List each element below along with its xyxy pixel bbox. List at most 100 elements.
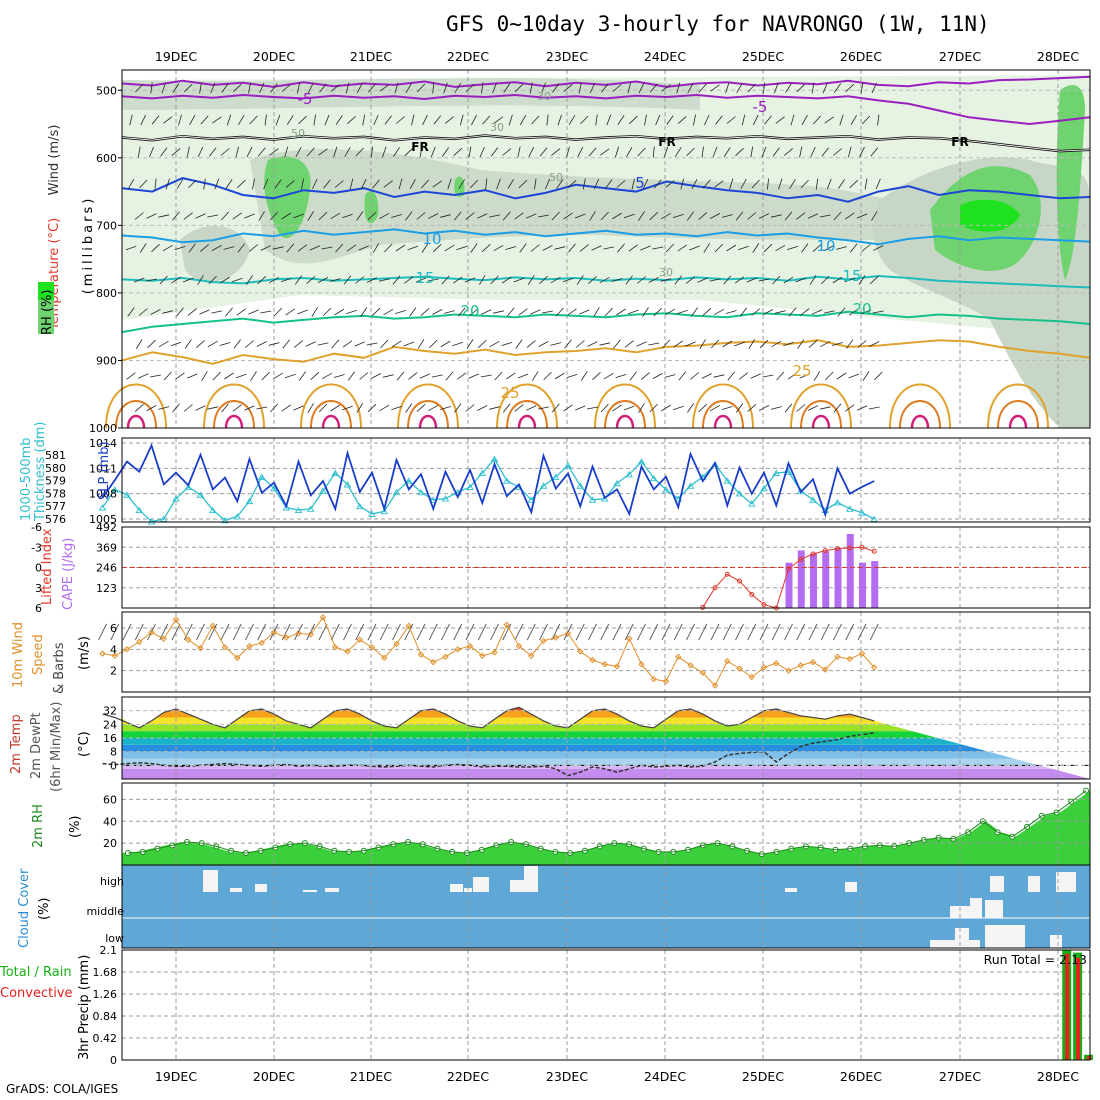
wind-tick-label: 6 [110,622,117,635]
wind-barb [158,214,170,218]
wind-barb [764,115,772,125]
cape-legend: CAPE (J/kg) [61,538,76,610]
wind-marker [148,629,155,636]
wind-barb [703,243,711,253]
thickness-marker [809,496,817,503]
wind-marker [613,663,621,670]
thickness-marker [478,469,487,476]
precip-tick-label: 0.42 [93,1032,118,1045]
contour-label: 15 [415,269,434,287]
wind-barb [269,211,279,221]
wind-barb [562,277,574,283]
wind-barb [628,244,638,252]
wind-barb [624,340,634,348]
wind-barb [833,403,842,413]
wind-barb [419,146,423,158]
wind-barb [317,342,329,346]
wind-marker [662,678,670,685]
thickness-marker [527,496,536,503]
wind-barb [281,212,292,220]
wind-barb [440,340,451,348]
wind-barb [623,405,635,411]
temp-legend: (°C) [77,731,92,757]
wind-marker [466,642,474,650]
wind-barb [372,179,380,189]
wind-barb [502,148,512,156]
wind-barb [317,277,329,283]
wind-10m-barb [171,623,181,641]
wind-10m-barb [735,623,744,641]
wind-barb [286,115,294,125]
wind-barb [307,403,314,413]
wind-barb [405,403,413,413]
wind-marker [871,664,878,671]
date-label-top: 25DEC [742,49,784,64]
wind-barb [534,178,537,190]
wind-barb [848,373,860,379]
cloud-label: Cloud Cover [17,868,32,948]
wind-barb [444,244,455,252]
contour-label: 30 [659,266,673,279]
wind-barb [354,341,365,347]
wind-barb [825,371,834,381]
wind-barb [146,278,157,282]
temp-legend: 2m Temp [9,714,24,774]
wind-barb [747,83,756,93]
slp-tick-label: 1008 [89,488,117,501]
wind-barb [542,245,553,251]
wind-barb [790,114,795,126]
wind-barb [479,146,485,158]
wind-barb [441,147,450,157]
rh-legend: 2m RH [31,804,46,848]
wind-barb [257,147,266,157]
wind-barb [874,371,883,381]
wind-barb [236,179,246,189]
wind-barb [819,406,831,410]
wind-barb [698,403,708,413]
wind-barb [195,213,206,219]
wind-barb [360,178,367,190]
wind-barb [210,82,216,94]
wind-barb [697,277,708,283]
wind-barb [515,339,523,349]
slp-label: SLP (mb) [97,441,112,500]
wind-barb [762,82,766,94]
wind-barb [568,243,576,253]
wind-barb [281,84,291,92]
wind-barb [514,83,524,93]
wind-barb [832,276,843,284]
wind-barb [665,308,675,316]
precip-legend: 3hr Precip (mm) [77,955,92,1060]
wind-barb [161,82,166,94]
wind-barb [358,245,369,251]
isotherm-30-loop [105,383,167,429]
cloud-fragment [985,925,1025,948]
isotherm-35-loop [702,400,744,429]
wind-barb [443,82,448,94]
wind-10m-barb [404,623,414,641]
isotherm-25 [121,339,1091,365]
wind-barb [809,275,817,285]
wind-barb [652,246,664,250]
cloud-fragment [1028,876,1040,892]
isotherm-40-loop [615,414,635,429]
precip-tick-label: 0.84 [93,1010,118,1023]
wind-barb [734,276,745,284]
wind-barb [212,371,221,381]
wind-barb [735,147,744,157]
date-label-top: 28DEC [1037,49,1079,64]
wind-barb [637,276,646,284]
wind-barb [165,178,170,190]
thickness-marker [368,510,376,517]
wind-barb [318,211,328,221]
wind-barb [379,84,389,92]
minmax-label: (6hr Min/Max) [49,702,64,792]
temp-color-band [122,758,1090,766]
wind-barb [566,146,570,158]
wind-barb [861,115,871,125]
wind-barb [330,212,341,220]
wind-barb [862,371,870,381]
wind-barb [261,371,270,381]
wind-barb [427,278,439,282]
wind-barb [379,404,390,412]
